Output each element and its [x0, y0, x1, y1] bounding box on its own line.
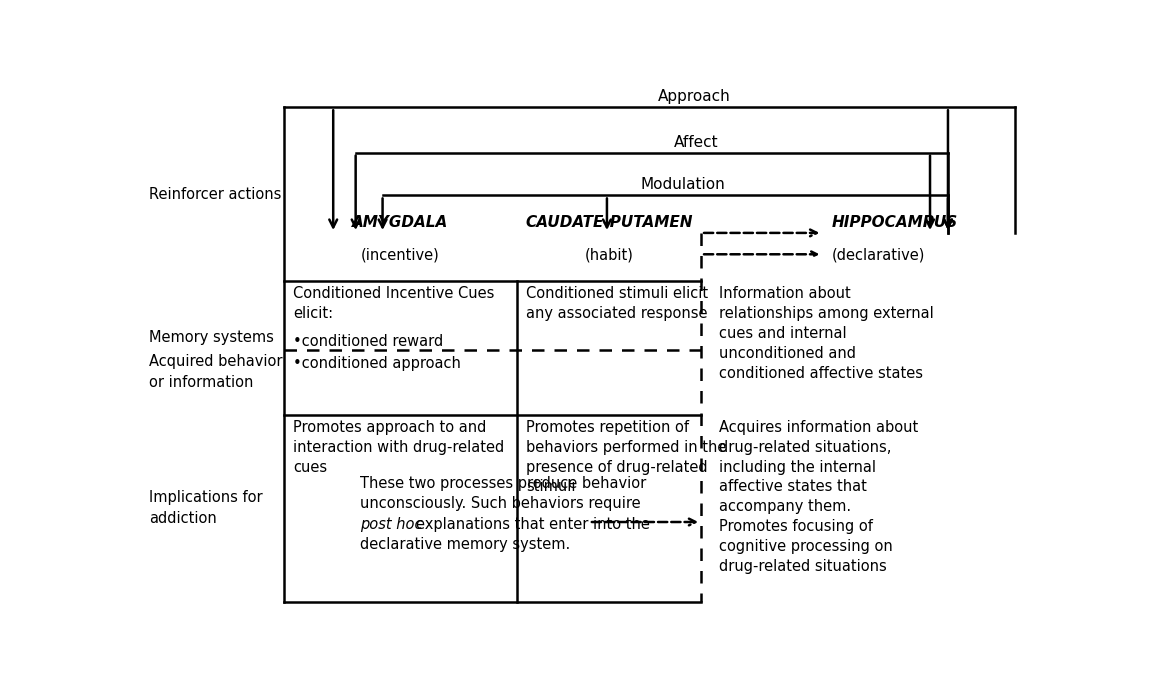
Text: CAUDATE-PUTAMEN: CAUDATE-PUTAMEN — [526, 215, 692, 230]
Text: Modulation: Modulation — [640, 177, 726, 192]
Text: Reinforcer actions: Reinforcer actions — [149, 187, 281, 202]
Text: These two processes produce behavior: These two processes produce behavior — [360, 476, 646, 491]
Text: Affect: Affect — [674, 135, 719, 149]
Text: Memory systems: Memory systems — [149, 330, 274, 345]
Text: •conditioned approach: •conditioned approach — [293, 356, 461, 371]
Text: Acquires information about
drug-related situations,
including the internal
affec: Acquires information about drug-related … — [719, 420, 918, 573]
Text: Promotes repetition of
behaviors performed in the
presence of drug-related
stimu: Promotes repetition of behaviors perform… — [526, 420, 726, 494]
Text: Information about
relationships among external
cues and internal
unconditioned a: Information about relationships among ex… — [719, 287, 933, 380]
Text: Conditioned Incentive Cues
elicit:: Conditioned Incentive Cues elicit: — [293, 287, 494, 321]
Text: explanations that enter into the: explanations that enter into the — [416, 516, 650, 532]
Text: AMYGDALA: AMYGDALA — [352, 215, 448, 230]
Text: (declarative): (declarative) — [831, 247, 925, 262]
Text: Promotes approach to and
interaction with drug-related
cues: Promotes approach to and interaction wit… — [293, 420, 504, 475]
Text: Conditioned stimuli elicit
any associated response: Conditioned stimuli elicit any associate… — [526, 287, 709, 321]
Text: Implications for
addiction: Implications for addiction — [149, 490, 263, 526]
Text: (incentive): (incentive) — [361, 247, 440, 262]
Text: •conditioned reward: •conditioned reward — [293, 335, 444, 350]
Text: unconsciously. Such behaviors require: unconsciously. Such behaviors require — [360, 496, 640, 511]
Text: (habit): (habit) — [585, 247, 633, 262]
Text: HIPPOCAMPUS: HIPPOCAMPUS — [831, 215, 958, 230]
Text: Approach: Approach — [658, 89, 731, 104]
Text: post hoc: post hoc — [360, 516, 423, 532]
Text: Acquired behavior
or information: Acquired behavior or information — [149, 354, 283, 390]
Text: declarative memory system.: declarative memory system. — [360, 537, 571, 552]
